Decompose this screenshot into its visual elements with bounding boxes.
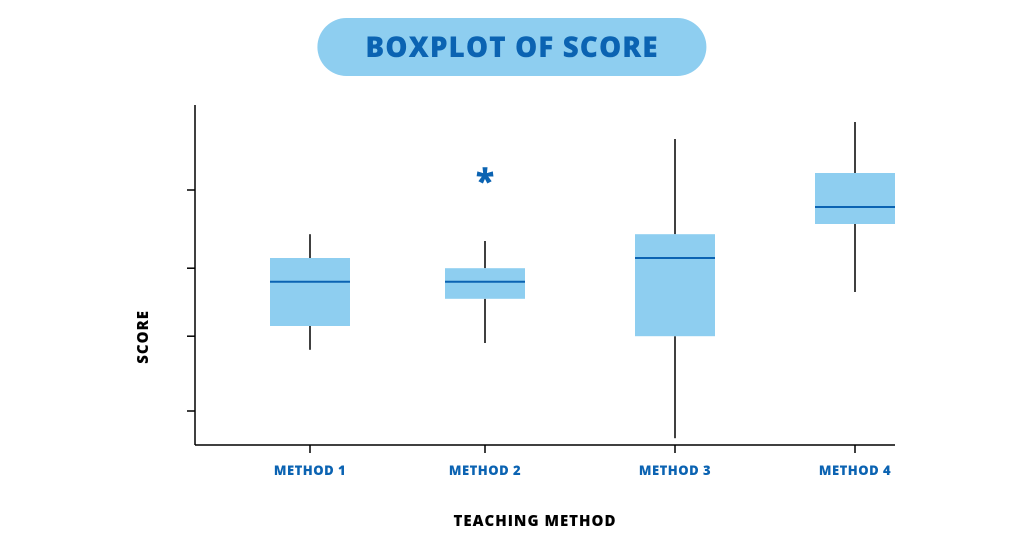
category-label: METHOD 3 [639,461,711,479]
category-label: METHOD 4 [819,461,891,479]
box [815,173,895,224]
box [270,258,350,326]
box [445,268,525,299]
y-axis-label: SCORE [133,310,153,364]
box [635,234,715,336]
outlier-marker: * [476,157,494,203]
plot-area: METHOD 1 * METHOD 2 METHOD 3 METHOD 4 [155,95,915,485]
x-axis-label: TEACHING METHOD [454,511,617,531]
category-label: METHOD 1 [274,461,346,479]
category-label: METHOD 2 [449,461,521,479]
boxplot-chart: SCORE METHOD 1*METHOD 2METHOD 3METHOD 4 … [155,95,915,525]
chart-title: BOXPLOT OF SCORE [317,18,706,76]
